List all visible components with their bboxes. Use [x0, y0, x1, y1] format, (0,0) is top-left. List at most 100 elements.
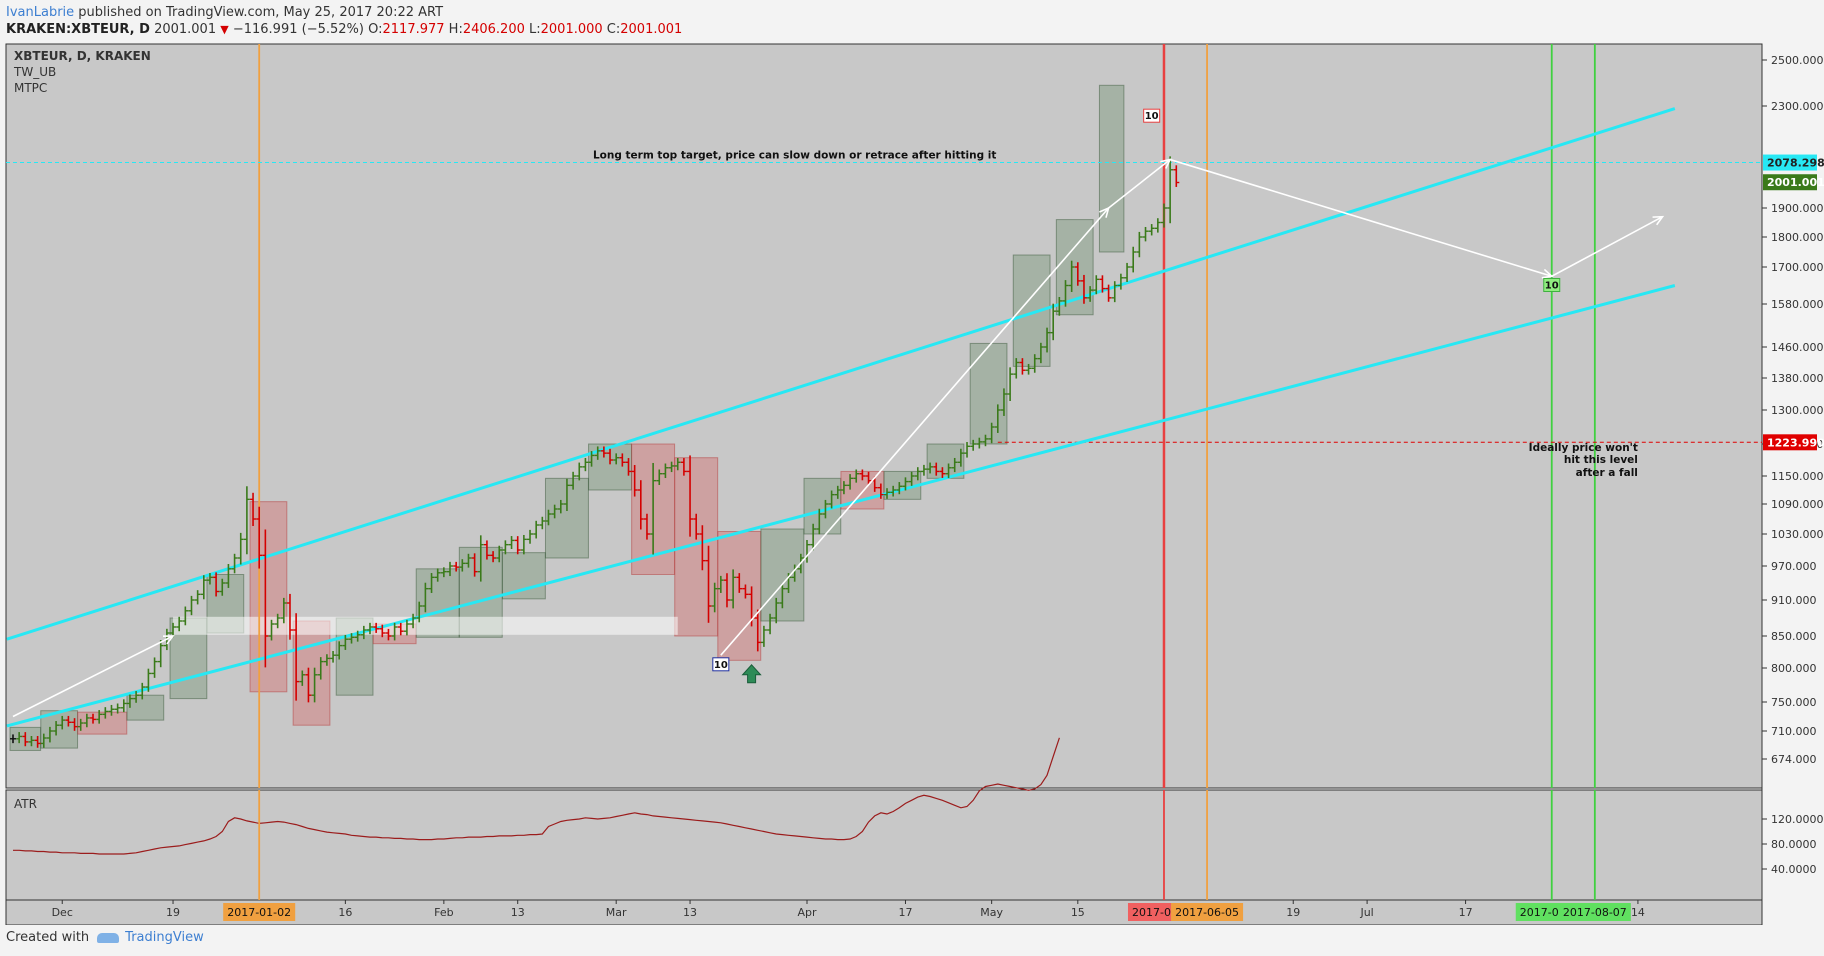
ohlc-bar	[311, 667, 318, 703]
ohlc-bar	[1025, 363, 1032, 375]
ohlc-bar	[1087, 286, 1094, 302]
time-tick-label: May	[980, 906, 1003, 919]
ohlc-bar	[157, 640, 164, 668]
time-tick-label: 17	[898, 906, 912, 919]
ohlc-bar	[588, 451, 595, 467]
ohlc-bar	[46, 726, 53, 743]
price-badge: 1223.990	[1763, 434, 1824, 451]
ohlc-bar	[551, 504, 558, 519]
ohlc-bar	[773, 597, 780, 624]
ohlc-bar	[256, 506, 263, 569]
ohlc-bar	[754, 609, 761, 652]
ohlc-bar	[810, 523, 817, 551]
author-link[interactable]: IvanLabrie	[6, 5, 75, 20]
ohlc-bar	[237, 532, 244, 565]
range-box	[969, 342, 1008, 445]
price-tick-label: 1380.000	[1771, 372, 1824, 385]
header-line-1: IvanLabrie published on TradingView.com,…	[6, 4, 682, 21]
created-with-text: Created with	[6, 930, 90, 945]
tradingview-link[interactable]: TradingView	[125, 930, 204, 945]
ohlc-bar	[170, 622, 177, 638]
close-label: C:	[606, 22, 621, 37]
low-value: 2001.000	[540, 22, 603, 37]
price-tick-label: 1580.000	[1771, 298, 1824, 311]
ohlc-bar	[865, 471, 872, 485]
time-tick-label: 17	[1459, 906, 1473, 919]
badge-bg	[1763, 154, 1817, 171]
ohlc-bar	[964, 441, 971, 458]
ohlc-bar	[145, 668, 152, 692]
atr-label: ATR	[14, 797, 37, 811]
ohlc-bar	[496, 545, 503, 563]
ohlc-bar	[767, 613, 774, 635]
ohlc-bar	[459, 559, 466, 572]
ohlc-bar	[176, 616, 183, 632]
price-tick-label: 750.000	[1771, 696, 1817, 709]
ohlc-bar	[557, 499, 564, 514]
arrow-head	[1652, 215, 1665, 226]
price-chart-svg[interactable]: 10 10 10 Long term top target, price can sl…	[0, 0, 1824, 926]
ohlc-bar	[83, 713, 90, 728]
ohlc-bar	[890, 485, 897, 497]
symbol-label: KRAKEN:XBTEUR, D	[6, 22, 150, 37]
ohlc-bar	[699, 525, 706, 571]
range-box	[1098, 84, 1125, 253]
ohlc-bar	[619, 453, 626, 467]
ohlc-bar	[582, 457, 589, 472]
ohlc-bar	[231, 553, 238, 574]
ohlc-bar	[219, 578, 226, 596]
ohlc-bar	[896, 482, 903, 495]
price-tick-label: 1700.000	[1771, 261, 1824, 274]
published-text: published on TradingView.com, May 25, 20…	[78, 5, 444, 20]
range-box	[292, 620, 331, 726]
price-tick-label: 1150.000	[1771, 470, 1824, 483]
chart-annotation: after a fall	[1576, 467, 1638, 479]
close-value: 2001.001	[620, 22, 683, 37]
price-tick-label: 710.000	[1771, 725, 1817, 738]
price-tick-label: 1090.000	[1771, 498, 1824, 511]
ohlc-bar	[508, 536, 515, 550]
ohlc-bar	[563, 478, 570, 511]
chart-area[interactable]: 10 10 10 Long term top target, price can sl…	[0, 0, 1824, 929]
ohlc-bar	[428, 573, 435, 593]
ohlc-bar	[77, 718, 84, 731]
ohlc-bar	[613, 453, 620, 465]
ohlc-bar	[188, 595, 195, 616]
atr-tick-label: 80.0000	[1771, 838, 1817, 851]
ohlc-bar	[945, 463, 952, 479]
ohlc-bar	[354, 630, 361, 642]
ohlc-bar	[1136, 231, 1143, 258]
ohlc-bar	[1093, 275, 1100, 295]
ohlc-bar	[330, 651, 337, 663]
marker-box	[712, 657, 730, 672]
ohlc-bar	[822, 499, 829, 519]
time-tick-label: Mar	[606, 906, 627, 919]
ohlc-bar	[422, 582, 429, 613]
atr-tick-label: 120.0000	[1771, 813, 1824, 826]
time-tick-label: Dec	[52, 906, 73, 919]
ohlc-bar	[447, 561, 454, 577]
ohlc-bar	[416, 601, 423, 623]
badge-label: 2078.298	[1767, 157, 1824, 170]
channel-line	[6, 284, 1676, 728]
ohlc-bar	[527, 529, 534, 544]
time-tick-label: 13	[683, 906, 697, 919]
ohlc-bar	[213, 572, 220, 597]
ohlc-bar	[200, 575, 207, 600]
count-marker: 10	[1143, 108, 1161, 123]
ohlc-bar	[379, 624, 386, 638]
count-marker: 10	[1543, 278, 1561, 292]
price-tick-label: 970.000	[1771, 560, 1817, 573]
price-tick-label: 800.000	[1771, 662, 1817, 675]
ohlc-bar	[397, 622, 404, 636]
time-tick-label: 14	[1631, 906, 1645, 919]
ohlc-bar	[102, 707, 109, 719]
ohlc-bar	[274, 613, 281, 629]
ohlc-bar	[680, 458, 687, 476]
ohlc-bar	[816, 508, 823, 535]
ohlc-bar	[206, 573, 213, 585]
ohlc-bar	[471, 553, 478, 577]
tradingview-logo-icon	[97, 932, 120, 943]
ohlc-bar	[71, 718, 78, 731]
ohlc-bar	[243, 486, 250, 555]
